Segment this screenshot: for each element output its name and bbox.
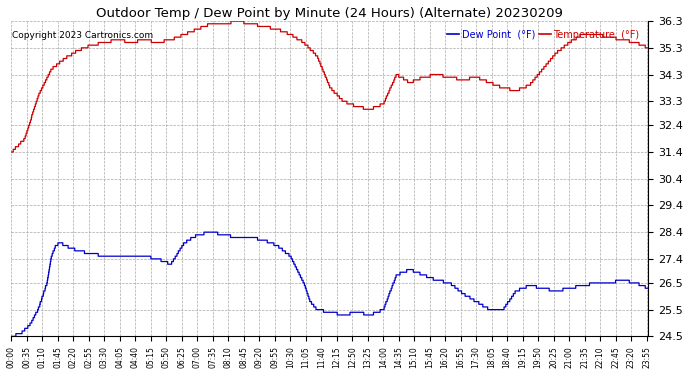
Title: Outdoor Temp / Dew Point by Minute (24 Hours) (Alternate) 20230209: Outdoor Temp / Dew Point by Minute (24 H… <box>97 7 563 20</box>
Legend: Dew Point  (°F), Temperature  (°F): Dew Point (°F), Temperature (°F) <box>443 26 644 44</box>
Text: Copyright 2023 Cartronics.com: Copyright 2023 Cartronics.com <box>12 31 153 40</box>
